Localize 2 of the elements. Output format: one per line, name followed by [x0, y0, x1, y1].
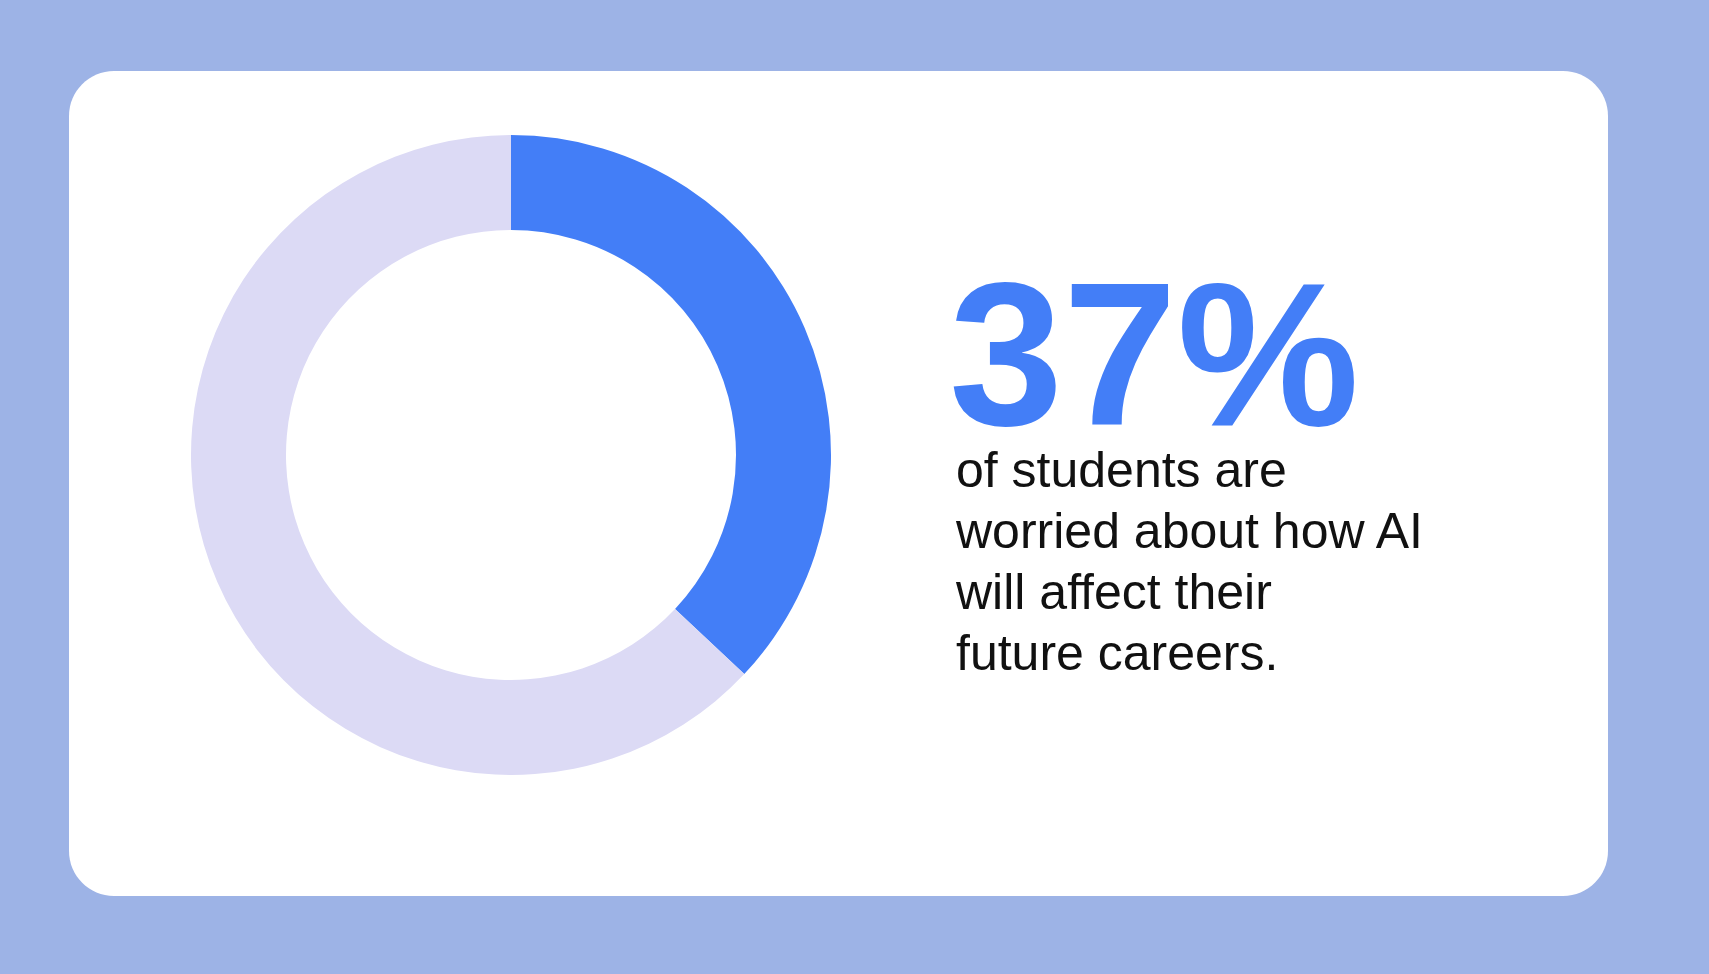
donut-slice: [511, 135, 831, 675]
donut-slice: [191, 135, 745, 775]
